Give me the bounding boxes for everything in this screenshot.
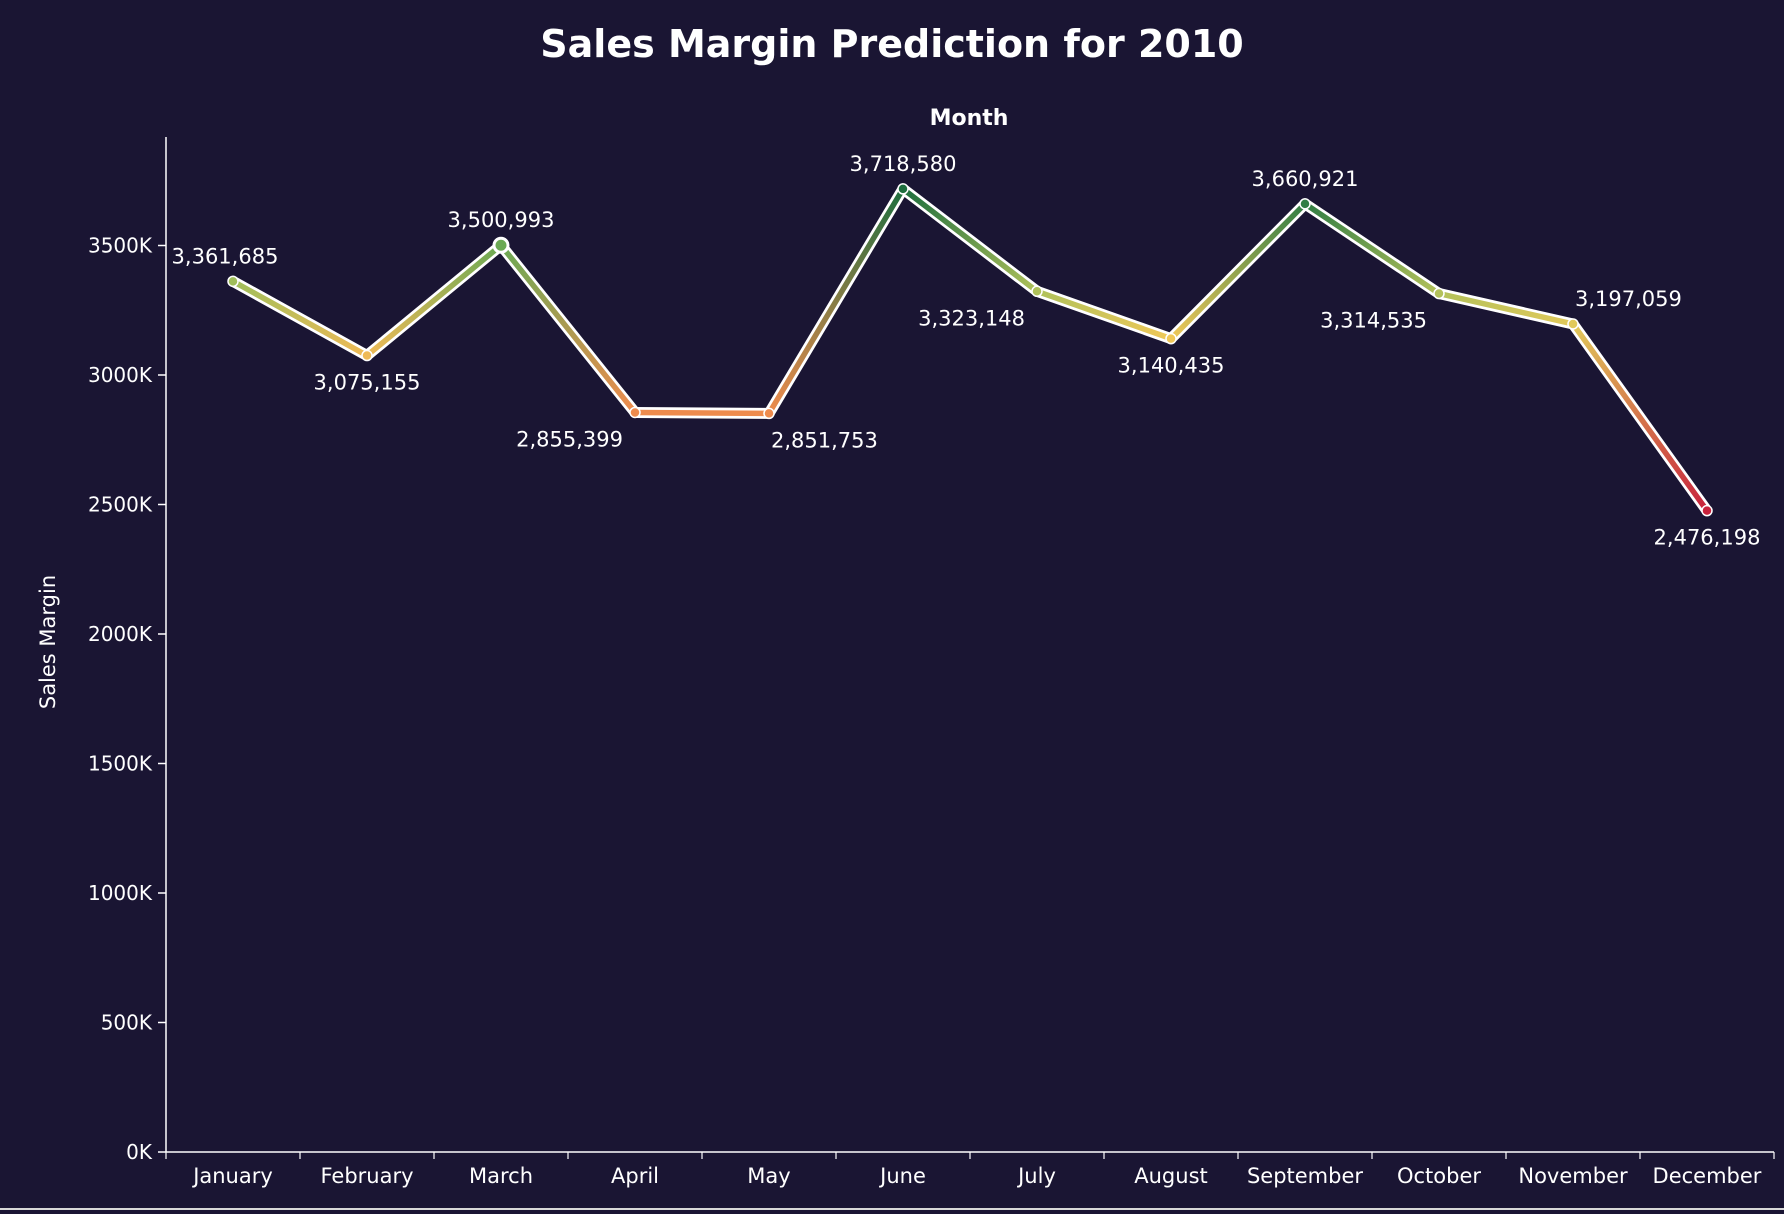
data-label: 3,323,148	[918, 306, 1025, 330]
data-label: 3,140,435	[1118, 354, 1225, 378]
x-tick-label: March	[469, 1164, 533, 1188]
data-label: 3,660,921	[1252, 167, 1359, 191]
y-tick-label: 3500K	[88, 234, 153, 258]
data-point[interactable]	[629, 406, 641, 419]
data-point[interactable]	[227, 275, 239, 288]
x-tick-label: October	[1397, 1164, 1481, 1188]
y-tick-label: 0K	[126, 1140, 153, 1164]
data-point[interactable]	[361, 349, 373, 362]
x-tick-label: July	[1016, 1164, 1056, 1188]
y-tick-label: 1000K	[88, 881, 153, 905]
data-label: 3,197,059	[1575, 287, 1682, 311]
data-point[interactable]	[492, 236, 510, 254]
data-label: 3,314,535	[1320, 309, 1427, 333]
x-tick-label: May	[747, 1164, 790, 1188]
data-label: 3,500,993	[448, 208, 555, 232]
data-point[interactable]	[763, 407, 775, 420]
x-tick-label: February	[320, 1164, 413, 1188]
x-tick-label: January	[191, 1164, 273, 1188]
x-tick-label: November	[1518, 1164, 1628, 1188]
data-label: 2,851,753	[771, 428, 878, 452]
x-tick-label: December	[1653, 1164, 1762, 1188]
data-label: 3,075,155	[314, 371, 421, 395]
bottom-divider	[0, 1208, 1784, 1210]
line-segment	[1302, 201, 1442, 297]
line-segment	[1034, 288, 1174, 342]
line-segment	[230, 278, 370, 359]
line-segment	[1436, 290, 1576, 327]
data-labels: 3,361,685 3,075,155 3,500,993 2,855,399 2,85…	[172, 152, 1761, 550]
y-axis-title: Sales Margin	[36, 575, 60, 709]
y-tick-label: 3000K	[88, 363, 153, 387]
data-points	[227, 183, 1713, 517]
data-point[interactable]	[1165, 332, 1177, 345]
line-series	[227, 183, 1713, 517]
x-tick-label: April	[611, 1164, 659, 1188]
data-point[interactable]	[1299, 198, 1311, 210]
line-segment	[900, 186, 1040, 295]
chart-title: Sales Margin Prediction for 2010	[540, 22, 1244, 66]
data-point[interactable]	[897, 183, 909, 195]
line-segment	[632, 409, 772, 417]
data-point[interactable]	[1433, 287, 1445, 300]
axes: 0K 500K 1000K 1500K 2000K 2500K 3000K 3500K Janu…	[88, 137, 1775, 1188]
data-point[interactable]	[1567, 318, 1579, 330]
y-tick-label: 1500K	[88, 752, 153, 776]
data-label: 2,855,399	[516, 427, 623, 451]
y-tick-label: 2500K	[88, 493, 153, 517]
data-point[interactable]	[1031, 285, 1043, 298]
data-label: 3,361,685	[172, 244, 279, 268]
line-segment	[364, 242, 504, 359]
x-tick-label: June	[878, 1164, 926, 1188]
data-label: 2,476,198	[1654, 526, 1761, 550]
x-tick-label: September	[1247, 1164, 1363, 1188]
x-axis-title: Month	[930, 106, 1009, 131]
data-label: 3,718,580	[850, 152, 957, 176]
line-segment	[1570, 321, 1710, 514]
line-segment	[1168, 201, 1308, 342]
data-point[interactable]	[1701, 504, 1713, 517]
line-segment	[498, 242, 638, 416]
y-tick-label: 500K	[101, 1011, 153, 1035]
line-segment	[766, 186, 906, 417]
y-tick-label: 2000K	[88, 622, 153, 646]
x-tick-label: August	[1134, 1164, 1208, 1188]
